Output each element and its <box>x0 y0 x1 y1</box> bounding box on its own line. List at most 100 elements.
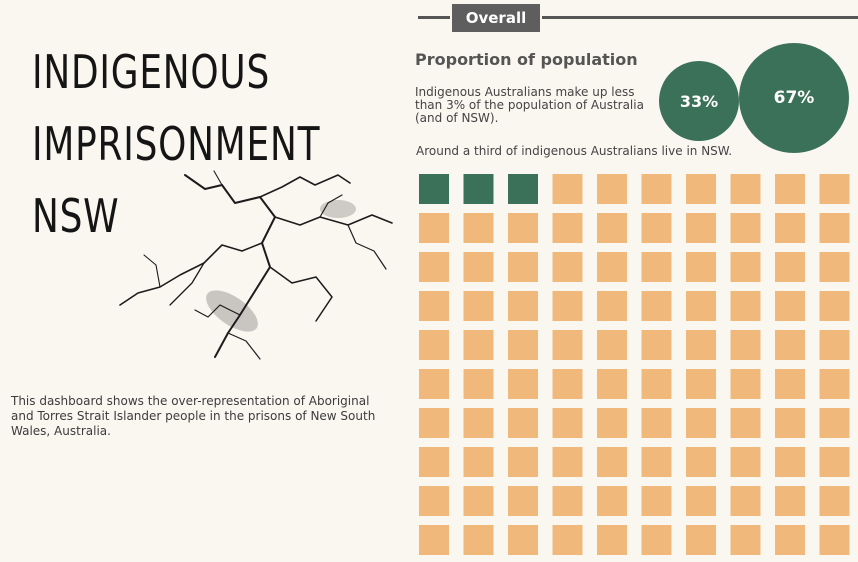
title-line-3: NSW <box>32 189 120 243</box>
waffle-cell <box>463 408 494 438</box>
waffle-cell <box>552 369 583 399</box>
waffle-cell <box>597 486 627 516</box>
waffle-cell <box>419 369 449 399</box>
waffle-cell <box>775 486 805 516</box>
waffle-cell <box>775 213 805 243</box>
waffle-cell <box>508 330 538 360</box>
waffle-cell <box>686 525 716 555</box>
waffle-cell <box>641 525 672 555</box>
waffle-cell <box>686 408 716 438</box>
waffle-cell <box>508 291 538 321</box>
waffle-cell <box>730 291 761 321</box>
waffle-cell <box>775 447 805 477</box>
waffle-cell <box>597 330 627 360</box>
waffle-cell <box>463 486 494 516</box>
waffle-cell <box>730 408 761 438</box>
waffle-cell <box>463 213 494 243</box>
waffle-cell <box>597 408 627 438</box>
waffle-cell <box>508 369 538 399</box>
waffle-cell <box>552 213 583 243</box>
waffle-cell <box>419 408 449 438</box>
waffle-cell-highlighted <box>508 174 538 204</box>
waffle-cell <box>463 369 494 399</box>
waffle-cell <box>819 252 850 282</box>
waffle-cell <box>819 525 850 555</box>
dashboard-description: This dashboard shows the over-representa… <box>11 394 376 438</box>
section-label-overall: Overall <box>452 4 540 32</box>
waffle-cell <box>686 213 716 243</box>
waffle-cell <box>730 447 761 477</box>
waffle-cell <box>641 174 672 204</box>
waffle-cell <box>686 486 716 516</box>
waffle-cell <box>552 525 583 555</box>
waffle-cell <box>597 213 627 243</box>
waffle-cell <box>419 291 449 321</box>
waffle-cell <box>463 447 494 477</box>
waffle-cell <box>775 291 805 321</box>
waffle-cell <box>686 174 716 204</box>
waffle-cell <box>686 291 716 321</box>
waffle-cell <box>730 369 761 399</box>
waffle-cell <box>552 486 583 516</box>
waffle-cell <box>552 291 583 321</box>
waffle-cell <box>641 213 672 243</box>
waffle-cell <box>730 252 761 282</box>
waffle-cell <box>463 252 494 282</box>
nsw-text: Around a third of indigenous Australians… <box>416 144 733 158</box>
title-line-2: IMPRISONMENT <box>32 117 321 171</box>
waffle-cell <box>775 174 805 204</box>
waffle-cell <box>597 174 627 204</box>
waffle-cell <box>730 330 761 360</box>
waffle-cell <box>597 291 627 321</box>
waffle-cell <box>641 447 672 477</box>
waffle-cell <box>463 330 494 360</box>
proportion-heading: Proportion of population <box>415 50 638 69</box>
waffle-cell <box>819 174 850 204</box>
waffle-cell <box>686 369 716 399</box>
waffle-cell <box>686 330 716 360</box>
bubble-33-label: 33% <box>679 91 719 111</box>
waffle-cell <box>463 291 494 321</box>
waffle-cell <box>597 525 627 555</box>
waffle-cell <box>819 330 850 360</box>
waffle-cell <box>552 330 583 360</box>
waffle-cell <box>641 330 672 360</box>
waffle-cell <box>552 174 583 204</box>
waffle-cell <box>508 408 538 438</box>
waffle-cell <box>641 291 672 321</box>
proportion-text: Indigenous Australians make up less than… <box>415 85 644 125</box>
waffle-cell <box>419 525 449 555</box>
waffle-cell <box>463 525 494 555</box>
title-line-1: INDIGENOUS <box>32 45 271 99</box>
waffle-cell <box>508 525 538 555</box>
waffle-cell <box>419 447 449 477</box>
waffle-cell <box>819 447 850 477</box>
waffle-cell <box>419 486 449 516</box>
waffle-cell <box>641 369 672 399</box>
bubble-67-label: 67% <box>773 88 815 108</box>
bubble-33-percent: 33% <box>659 61 739 141</box>
waffle-cell <box>597 447 627 477</box>
waffle-cell <box>641 486 672 516</box>
waffle-cell <box>775 408 805 438</box>
waffle-cell <box>730 486 761 516</box>
waffle-cell <box>597 252 627 282</box>
waffle-cell <box>419 213 449 243</box>
waffle-cell-highlighted <box>463 174 494 204</box>
waffle-cell <box>552 252 583 282</box>
waffle-cell <box>552 447 583 477</box>
waffle-cell <box>819 369 850 399</box>
waffle-cell <box>819 291 850 321</box>
waffle-cell <box>775 330 805 360</box>
section-rule-left <box>418 16 450 19</box>
waffle-cell <box>597 369 627 399</box>
waffle-cell <box>775 252 805 282</box>
waffle-cell <box>775 525 805 555</box>
waffle-cell <box>686 252 716 282</box>
section-rule-right <box>542 16 858 19</box>
waffle-cell <box>508 486 538 516</box>
waffle-cell <box>641 252 672 282</box>
waffle-cell <box>819 213 850 243</box>
waffle-cell <box>730 525 761 555</box>
